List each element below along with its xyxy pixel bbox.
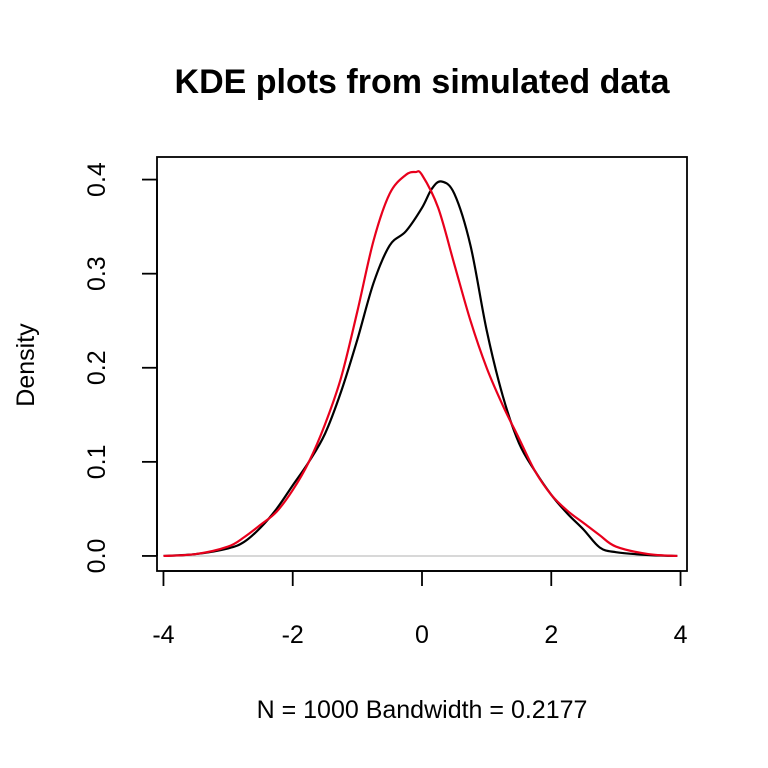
x-tick-label: 0: [415, 621, 429, 649]
density-curve-2: [163, 170, 678, 558]
x-tick-label: -4: [152, 621, 174, 649]
x-axis: -4 -2 0 2 4: [152, 570, 688, 649]
x-tick-label: 4: [674, 621, 688, 649]
y-tick-label: 0.2: [83, 350, 111, 385]
x-tick-label: 2: [544, 621, 558, 649]
y-axis-label: Density: [12, 323, 40, 407]
series-layer: [163, 170, 678, 558]
y-tick-label: 0.0: [83, 539, 111, 574]
chart-title: KDE plots from simulated data: [175, 63, 671, 101]
x-tick-label: -2: [282, 621, 304, 649]
y-tick-label: 0.1: [83, 444, 111, 479]
x-axis-label: N = 1000 Bandwidth = 0.2177: [257, 696, 588, 724]
plot-frame: [156, 156, 688, 572]
density-curve-1: [163, 180, 678, 558]
y-axis: 0.0 0.1 0.2 0.3 0.4: [83, 162, 158, 574]
y-tick-label: 0.3: [83, 256, 111, 291]
y-tick-label: 0.4: [83, 162, 111, 197]
